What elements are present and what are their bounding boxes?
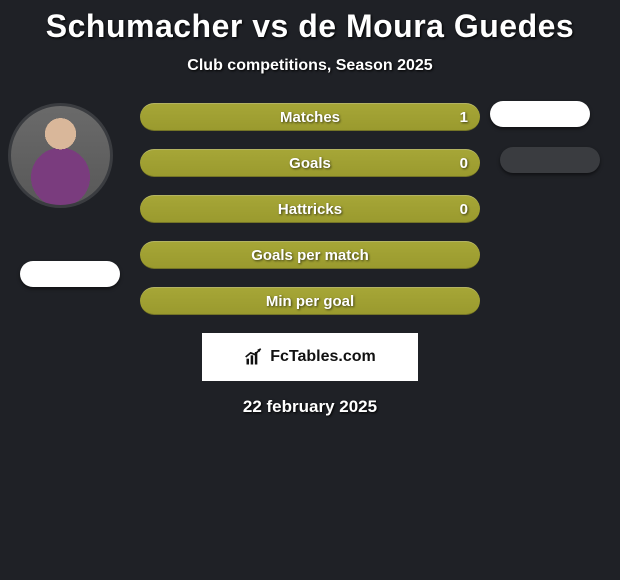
- date-text: 22 february 2025: [0, 397, 620, 417]
- watermark-text: FcTables.com: [270, 348, 376, 366]
- blank-pill-right-1: [500, 147, 600, 173]
- stat-value: 0: [460, 155, 468, 172]
- stat-row: Min per goal: [140, 287, 480, 315]
- stat-value: 0: [460, 201, 468, 218]
- stat-row: Goals 0: [140, 149, 480, 177]
- chart-icon: [244, 347, 264, 367]
- blank-pill-left: [20, 261, 120, 287]
- page-title: Schumacher vs de Moura Guedes: [0, 0, 620, 45]
- stat-label: Min per goal: [266, 293, 354, 310]
- watermark: FcTables.com: [202, 333, 418, 381]
- stat-label: Goals: [289, 155, 331, 172]
- stat-label: Hattricks: [278, 201, 342, 218]
- player-avatar-left: [8, 103, 113, 208]
- stat-bar: Hattricks 0: [140, 195, 480, 223]
- stat-bar: Goals per match: [140, 241, 480, 269]
- stat-bar: Goals 0: [140, 149, 480, 177]
- stat-label: Goals per match: [251, 247, 369, 264]
- stat-bar: Min per goal: [140, 287, 480, 315]
- subtitle: Club competitions, Season 2025: [0, 57, 620, 75]
- stat-bar: Matches 1: [140, 103, 480, 131]
- comparison-body: Matches 1 Goals 0 Hattricks 0 Goals per match M…: [0, 103, 620, 417]
- stat-row: Hattricks 0: [140, 195, 480, 223]
- stat-row: Goals per match: [140, 241, 480, 269]
- stat-value: 1: [460, 109, 468, 126]
- stat-label: Matches: [280, 109, 340, 126]
- stat-row: Matches 1: [140, 103, 480, 131]
- stat-bars-group: Matches 1 Goals 0 Hattricks 0 Goals per match M…: [140, 103, 480, 315]
- blank-pill-right-0: [490, 101, 590, 127]
